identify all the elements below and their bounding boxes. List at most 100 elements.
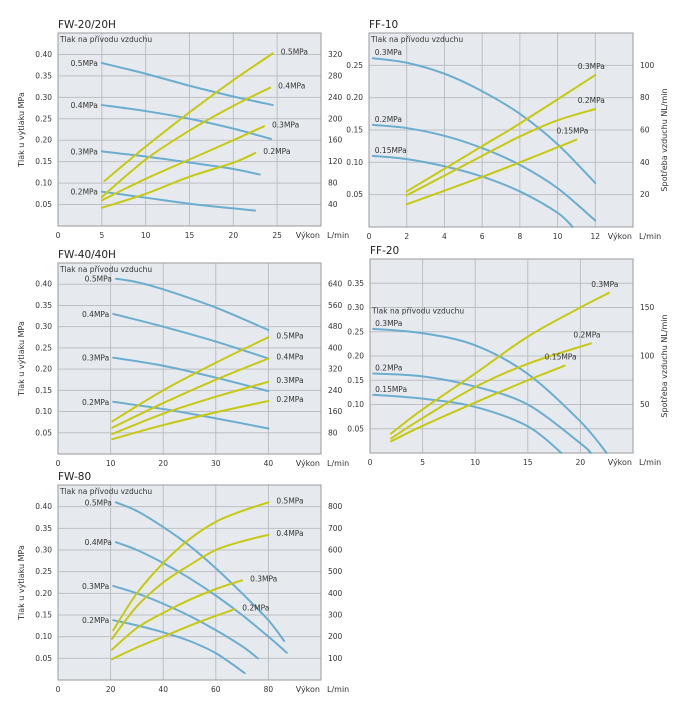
chart-title: FW-80 (58, 471, 91, 483)
y2-tick-label: 320 (328, 50, 343, 59)
y-tick-label: 0.25 (347, 327, 364, 336)
series-label: 0.5MPa (71, 59, 98, 68)
x-tick-label: 20 (158, 459, 168, 468)
y-tick-label: 0.15 (35, 386, 52, 395)
x-tick-label: 4 (442, 232, 447, 241)
air-consumption-curve-0-3mpa (390, 291, 610, 435)
series-label: 0.2MPa (263, 147, 290, 156)
y-tick-label: 0.20 (35, 589, 52, 598)
air-consumption-curve-0-2mpa (100, 152, 257, 209)
air-consumption-curve-0-2mpa (110, 608, 236, 661)
y2-tick-label: 160 (328, 407, 343, 416)
y-tick-label: 0.20 (346, 93, 363, 102)
x-tick-label: 15 (185, 231, 195, 240)
x-tick-label: 15 (523, 458, 533, 467)
y-tick-label: 0.40 (35, 502, 52, 511)
series-label: 0.5MPa (85, 275, 112, 284)
y2-tick-label: 80 (640, 93, 650, 102)
x-tick-label: 2 (404, 232, 409, 241)
air-consumption-curve-0-4mpa (100, 86, 272, 199)
chart-title: FW-40/40H (58, 249, 116, 261)
y-axis-label: Tlak u výtlaku MPa (17, 545, 26, 621)
series-label: 0.3MPa (591, 280, 618, 289)
y-tick-label: 0.20 (347, 352, 364, 361)
y2-tick-label: 200 (328, 114, 343, 123)
chart-title: FW-20/20H (58, 19, 116, 31)
y2-tick-label: 240 (328, 93, 343, 102)
pressure-curve-0-3mpa (371, 57, 597, 185)
x-tick-label: 40 (264, 459, 274, 468)
y-tick-label: 0.15 (347, 376, 364, 385)
y-tick-label: 0.10 (35, 632, 52, 641)
y2-tick-label: 80 (328, 428, 338, 437)
x-tick-label: 0 (56, 459, 61, 468)
y-tick-label: 0.35 (35, 301, 52, 310)
y-tick-label: 0.25 (346, 61, 363, 70)
y-tick-label: 0.05 (35, 428, 52, 437)
series-label: 0.2MPa (375, 115, 402, 124)
air-consumption-curve-0-5mpa (111, 336, 270, 423)
pressure-curve-0-4mpa (100, 104, 273, 140)
x-axis-label: Výkon (608, 232, 632, 241)
pressure-curve-0-2mpa (112, 400, 270, 430)
series-label: 0.2MPa (578, 96, 605, 105)
y2-tick-label: 700 (328, 524, 343, 533)
x-tick-label: 5 (420, 458, 425, 467)
series-label: 0.3MPa (82, 354, 109, 363)
air-consumption-curve-0-2mpa (390, 342, 592, 440)
series-label: 0.3MPa (82, 582, 109, 591)
y2-tick-label: 800 (328, 502, 343, 511)
air-consumption-curve-0-4mpa (110, 533, 270, 640)
pressure-curve-0-2mpa (100, 190, 257, 212)
x-axis-label: Výkon (296, 685, 320, 694)
air-consumption-curve-0-5mpa (112, 501, 270, 632)
plot-border (369, 258, 634, 454)
plot-area (58, 263, 321, 454)
x-axis-unit: L/min (327, 231, 349, 240)
y-tick-label: 0.30 (347, 303, 364, 312)
y2-tick-label: 100 (328, 654, 343, 663)
y2-tick-label: 560 (328, 301, 343, 310)
x-axis-label: Výkon (296, 231, 320, 240)
x-tick-label: 80 (264, 685, 274, 694)
series-label: 0.3MPa (375, 319, 402, 328)
air-consumption-curve-0-3mpa (100, 125, 266, 202)
plot-area (58, 485, 321, 680)
y2-tick-label: 500 (328, 567, 343, 576)
x-tick-label: 0 (56, 685, 61, 694)
series-label: 0.2MPa (573, 330, 600, 339)
y-tick-label: 0.40 (35, 50, 52, 59)
y2-tick-label: 40 (328, 200, 338, 209)
y2-tick-label: 300 (328, 611, 343, 620)
x-tick-label: 40 (158, 685, 168, 694)
series-label: 0.2MPa (82, 616, 109, 625)
y-tick-label: 0.35 (347, 279, 364, 288)
x-axis-label: Výkon (608, 458, 632, 467)
pressure-curve-0-15mpa (372, 393, 563, 454)
y-tick-label: 0.35 (35, 524, 52, 533)
pressure-curve-0-4mpa (112, 312, 270, 360)
series-label: 0.2MPa (242, 603, 269, 612)
y-tick-label: 0.15 (346, 126, 363, 135)
y2-tick-label: 400 (328, 589, 343, 598)
chart-fw-40-40h: FW-40/40H 0.05 0.10 0.15 0.20 0.25 0.30 0.35 0.4… (17, 249, 349, 468)
y2-tick-label: 120 (328, 157, 343, 166)
series-label: 0.3MPa (272, 120, 299, 129)
legend-title: Tlak na přívodu vzduchu (59, 35, 152, 44)
x-axis-unit: L/min (327, 685, 349, 694)
series-label: 0.4MPa (82, 310, 109, 319)
y-tick-label: 0.25 (35, 343, 52, 352)
series-label: 0.2MPa (375, 363, 402, 372)
y2-tick-label: 240 (328, 386, 343, 395)
x-tick-label: 0 (367, 232, 372, 241)
y2-tick-label: 60 (640, 126, 650, 135)
y2-tick-label: 20 (640, 190, 650, 199)
series-label: 0.2MPa (82, 398, 109, 407)
series-label: 0.5MPa (85, 498, 112, 507)
chart-ff-10: FF-10 0.05 0.10 0.15 0.20 0.25 20 40 60 80 100 0 2 4 6… (346, 19, 669, 241)
series-label: 0.5MPa (276, 331, 303, 340)
x-tick-label: 8 (517, 232, 522, 241)
legend-title: Tlak na přívodu vzduchu (59, 487, 152, 496)
series-label: 0.5MPa (276, 496, 303, 505)
series-label: 0.4MPa (278, 82, 305, 91)
